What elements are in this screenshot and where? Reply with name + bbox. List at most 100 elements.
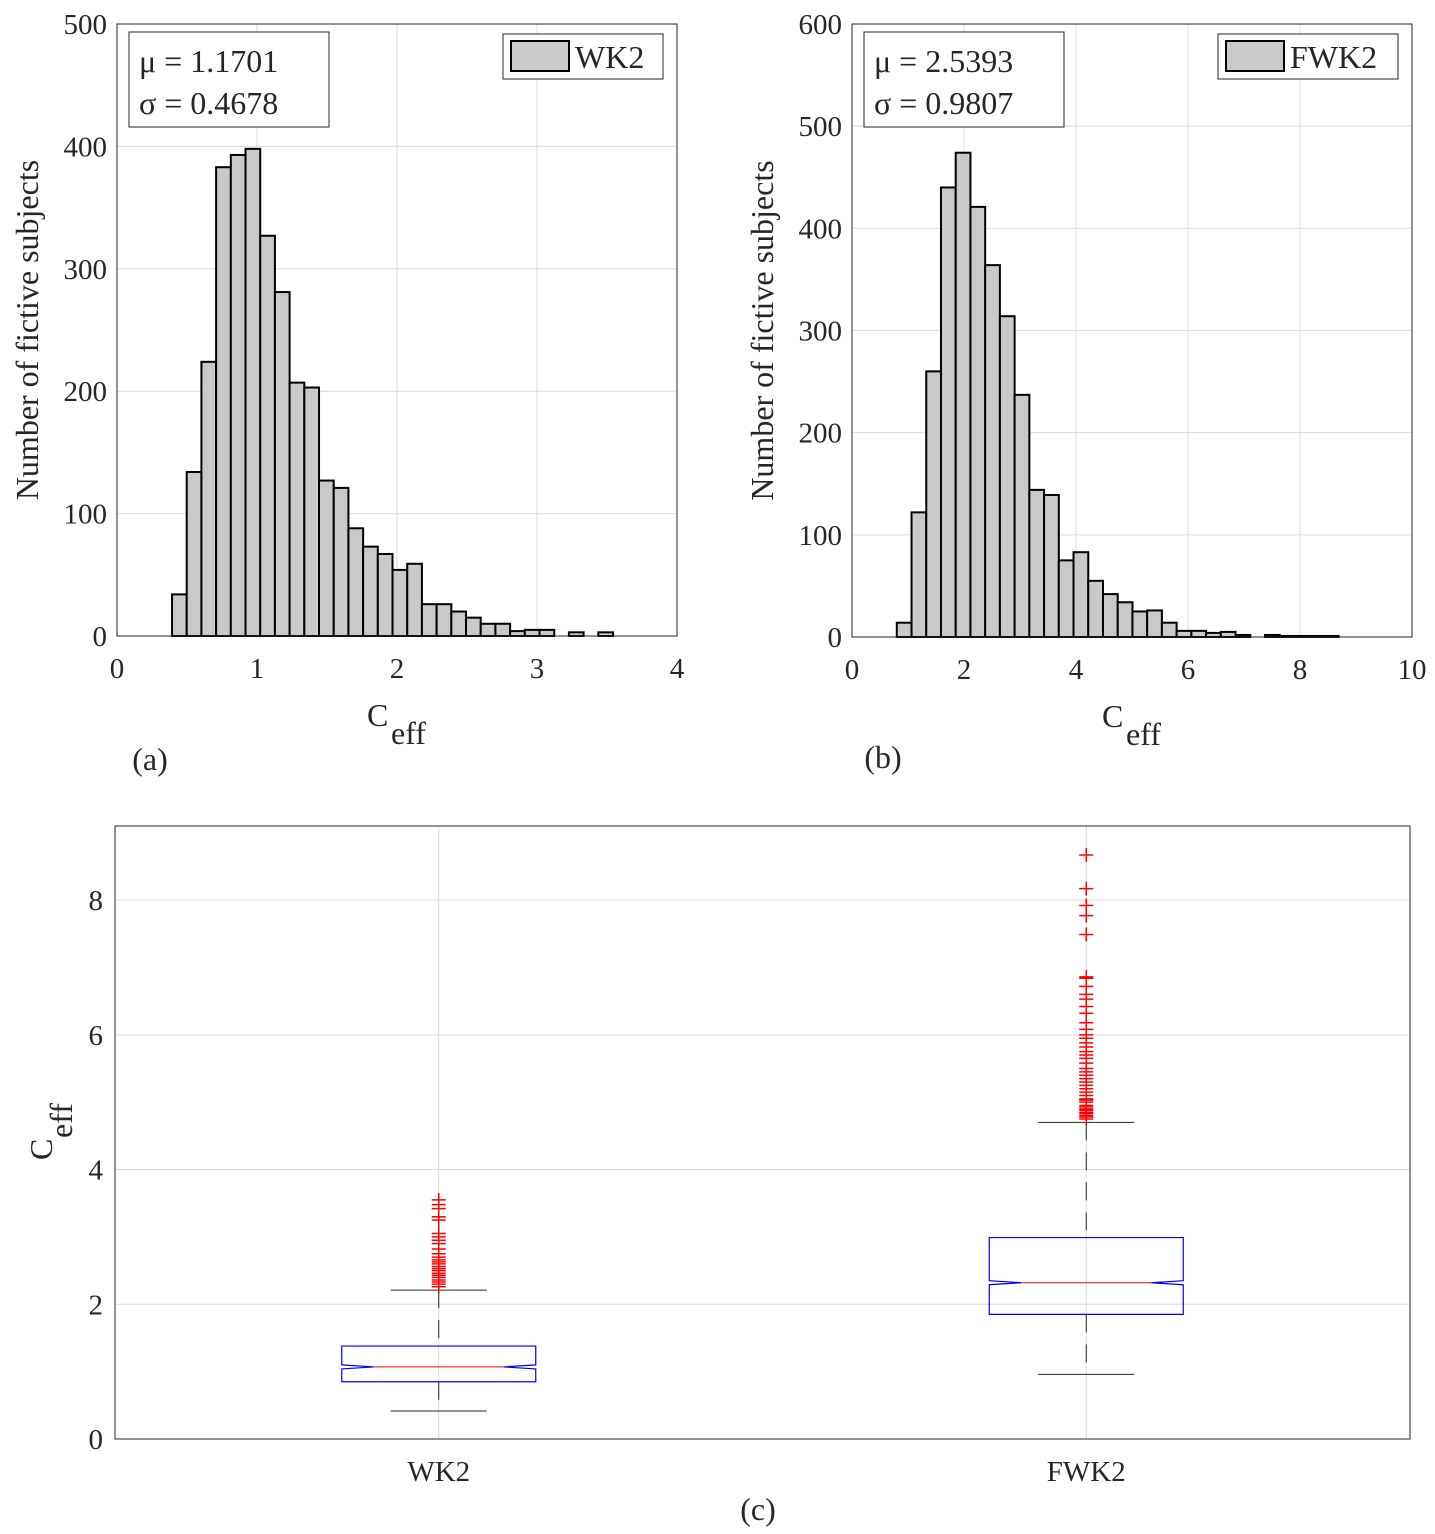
notched-box	[988, 1236, 1184, 1315]
axes-box	[114, 825, 1411, 1440]
x-tick-label: 2	[390, 653, 405, 685]
histogram-bar	[1146, 609, 1163, 638]
histogram-bar	[200, 360, 218, 637]
legend-swatch	[510, 40, 570, 72]
panel-label: (c)	[740, 1491, 776, 1527]
x-tick-label: 6	[1181, 654, 1196, 686]
histogram-bar	[1072, 551, 1090, 638]
histogram-bar	[567, 631, 585, 638]
y-tick-label: 200	[799, 418, 843, 450]
x-tick-label: 0	[110, 653, 125, 685]
y-tick-label: 300	[64, 254, 108, 286]
histogram-bar	[229, 153, 247, 638]
histogram-panel-a: 0 1 2 3 4 0 100 200 300 400 500 μ = 1.1701 σ = 0.467…	[9, 9, 685, 777]
y-tick-label: 100	[64, 499, 108, 531]
y-tick-label: 400	[64, 131, 108, 163]
histogram-bar	[288, 381, 306, 637]
histogram-bar	[347, 527, 365, 638]
x-tick-label: FWK2	[1047, 1456, 1126, 1488]
outlier-marker	[1079, 898, 1094, 913]
outlier-marker	[1079, 927, 1094, 942]
x-axis-label-subscript: eff	[391, 715, 426, 751]
histogram-bar	[509, 630, 526, 638]
x-tick-label: 2	[957, 654, 972, 686]
y-axis-label: Number of fictive subjects	[744, 160, 780, 500]
histogram-bar	[303, 386, 321, 638]
stats-box	[863, 31, 1065, 128]
histogram-bar	[406, 562, 423, 637]
y-tick-label: 400	[799, 213, 843, 245]
histogram-bar	[318, 479, 335, 637]
x-tick-label: 1	[250, 653, 265, 685]
mean-text: μ = 2.5393	[874, 43, 1013, 79]
y-tick-label: 100	[799, 520, 843, 552]
histogram-bar	[1013, 393, 1031, 638]
y-tick-label: 300	[799, 316, 843, 348]
histogram-bar	[939, 186, 957, 638]
stats-box	[128, 31, 330, 128]
histogram-bar	[465, 616, 482, 638]
x-axis-label: C	[1102, 698, 1123, 734]
histogram-bar	[1101, 593, 1119, 639]
histogram-bar	[259, 234, 276, 637]
notched-box	[341, 1345, 537, 1383]
axes-box	[116, 23, 678, 637]
histogram-bar	[450, 610, 468, 638]
outlier-marker	[1079, 881, 1094, 896]
histogram-bar	[925, 370, 942, 638]
y-axis-label: C	[23, 1139, 59, 1160]
histogram-bar	[1205, 631, 1222, 638]
legend-swatch	[1225, 40, 1285, 72]
histogram-bar	[362, 545, 379, 638]
histogram-bar	[1028, 488, 1046, 638]
y-tick-label: 500	[799, 111, 843, 143]
y-tick-label: 2	[89, 1289, 104, 1321]
x-tick-label: 4	[670, 653, 685, 685]
histogram-bar	[420, 603, 438, 638]
mean-text: μ = 1.1701	[139, 43, 278, 79]
axes-box	[851, 23, 1413, 638]
y-tick-label: 0	[93, 621, 108, 653]
histogram-bar	[523, 628, 541, 638]
histogram-bar	[1043, 493, 1060, 639]
x-tick-label: 8	[1293, 654, 1308, 686]
histogram-bar	[910, 511, 928, 639]
plot-area	[115, 826, 1410, 1439]
x-tick-label: 3	[530, 653, 545, 685]
histogram-bar	[479, 622, 497, 638]
panel-label: (a)	[132, 741, 168, 777]
histogram-bar	[376, 552, 394, 638]
histogram-bar	[1190, 629, 1208, 638]
y-axis-label: Number of fictive subjects	[9, 160, 45, 500]
x-tick-label: WK2	[407, 1456, 470, 1488]
histogram-bar	[1131, 610, 1149, 638]
std-text: σ = 0.9807	[874, 85, 1013, 121]
histogram-bar	[998, 315, 1016, 638]
histogram-bar	[1175, 629, 1193, 638]
y-tick-label: 0	[89, 1424, 104, 1456]
panel-label: (b)	[864, 739, 901, 775]
histogram-bar	[1116, 601, 1134, 638]
histogram-bar	[273, 291, 291, 637]
histogram-bar	[494, 622, 512, 638]
x-tick-label: 0	[845, 654, 860, 686]
histogram-bar	[1160, 621, 1178, 638]
histogram-bar	[1057, 559, 1075, 638]
histogram-bar	[171, 593, 188, 637]
x-axis-label: C	[367, 697, 388, 733]
y-tick-label: 500	[64, 9, 108, 41]
y-tick-label: 600	[799, 9, 843, 41]
histogram-bar	[1219, 630, 1237, 638]
histogram-bar	[391, 568, 409, 637]
x-tick-label: 10	[1398, 654, 1427, 686]
y-axis-label-subscript: eff	[43, 1103, 79, 1138]
histogram-bar	[435, 603, 453, 638]
outlier-marker	[1079, 847, 1094, 862]
histogram-bar	[895, 621, 913, 638]
x-axis-label-subscript: eff	[1126, 716, 1161, 752]
x-tick-label: 4	[1069, 654, 1084, 686]
histogram-bar	[185, 470, 203, 638]
histogram-bar	[597, 631, 615, 638]
